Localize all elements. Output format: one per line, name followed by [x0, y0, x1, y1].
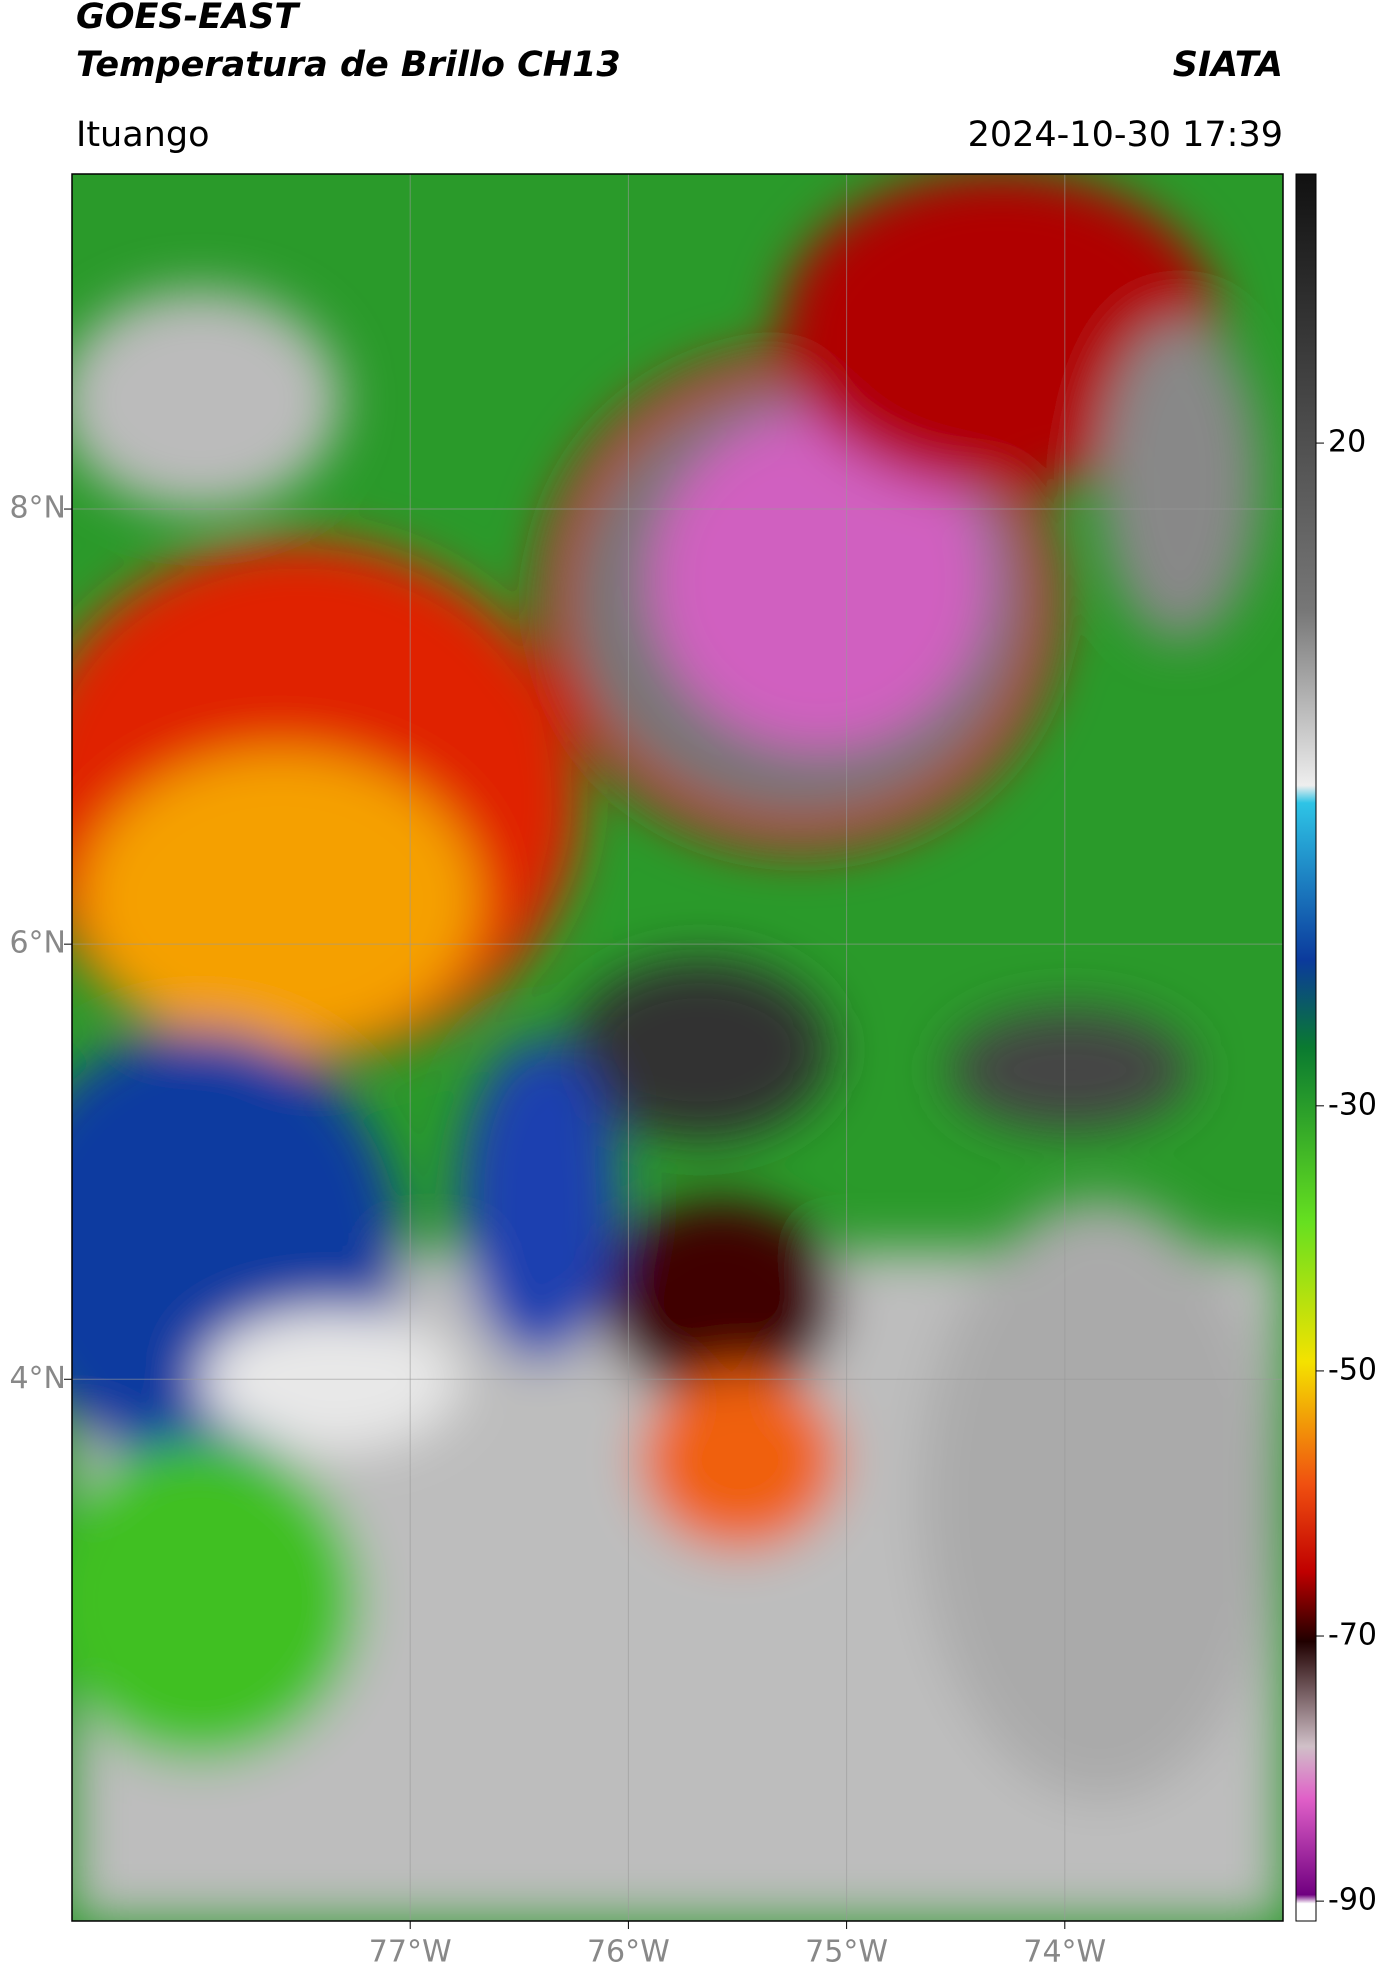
x-tick-label: 75°W — [805, 1935, 888, 1970]
map-frame — [71, 173, 1284, 1922]
colorbar-tick-label: -50 — [1328, 1352, 1377, 1387]
satellite-image — [72, 174, 1283, 1921]
colorbar-tick-label: -90 — [1328, 1883, 1377, 1918]
x-tick-label: 77°W — [369, 1935, 452, 1970]
y-tick-label: 8°N — [9, 491, 66, 526]
y-tick-label: 6°N — [9, 926, 66, 961]
subtitle: Temperatura de Brillo CH13 — [76, 45, 621, 85]
y-tick-label: 4°N — [9, 1361, 66, 1396]
grid — [72, 174, 1283, 1921]
colorbar-tick-label: -70 — [1328, 1618, 1377, 1653]
colorbar-tick-label: -30 — [1328, 1087, 1377, 1122]
x-tick-label: 76°W — [587, 1935, 670, 1970]
x-tick-label: 74°W — [1023, 1935, 1106, 1970]
datetime: 2024-10-30 17:39 — [968, 115, 1283, 155]
colorbar — [1295, 173, 1317, 1922]
location: Ituango — [76, 115, 210, 155]
colorbar-tick-label: 20 — [1328, 425, 1366, 460]
title: GOES-EAST — [76, 0, 301, 37]
source: SIATA — [1173, 45, 1283, 85]
